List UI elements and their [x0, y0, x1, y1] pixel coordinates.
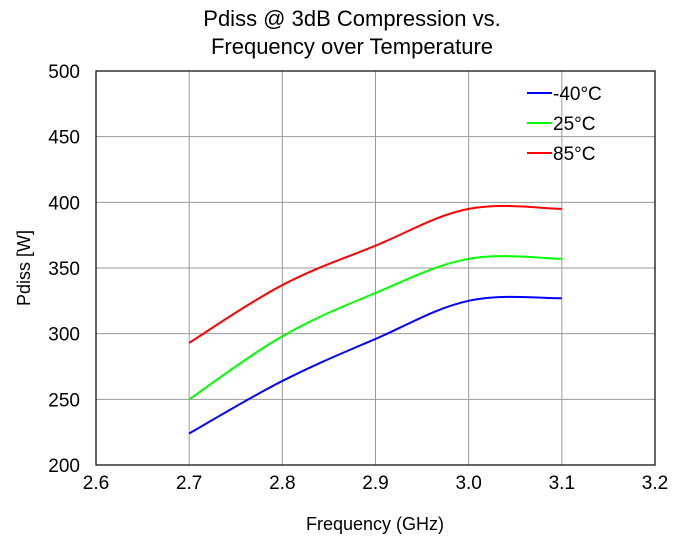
x-tick-label: 3.1	[549, 473, 575, 494]
legend-label-2: 85°C	[553, 144, 595, 165]
x-tick-label: 3.2	[642, 473, 668, 494]
chart-title-line-1: Pdiss @ 3dB Compression vs.	[203, 6, 500, 31]
y-axis-label: Pdiss [W]	[14, 230, 34, 306]
x-axis-label: Frequency (GHz)	[306, 514, 444, 534]
x-tick-label: 2.6	[83, 473, 109, 494]
y-tick-label: 350	[48, 259, 80, 280]
series-line-2	[188, 204, 562, 344]
chart-title-line-2: Frequency over Temperature	[211, 34, 493, 59]
series-lines	[188, 204, 562, 435]
x-tick-label: 2.9	[362, 473, 388, 494]
x-tick-label: 2.7	[176, 473, 202, 494]
series-line-0	[188, 295, 562, 435]
plot-area-frame	[95, 70, 656, 466]
y-tick-label: 250	[48, 390, 80, 411]
y-tick-label: 500	[48, 62, 80, 83]
legend: -40°C 25°C 85°C	[527, 84, 602, 165]
series-line-1	[188, 255, 562, 401]
y-tick-label: 450	[48, 128, 80, 149]
y-tick-label: 400	[48, 193, 80, 214]
y-tick-label: 200	[48, 456, 80, 477]
x-tick-label: 3.0	[455, 473, 481, 494]
y-tick-label: 300	[48, 325, 80, 346]
legend-label-0: -40°C	[553, 84, 602, 105]
x-tick-label: 2.8	[269, 473, 295, 494]
legend-label-1: 25°C	[553, 114, 595, 135]
tick-labels: 2.6 2.7 2.8 2.9 3.0 3.1 3.2 200 250 300 350 400 450 5…	[48, 62, 668, 494]
